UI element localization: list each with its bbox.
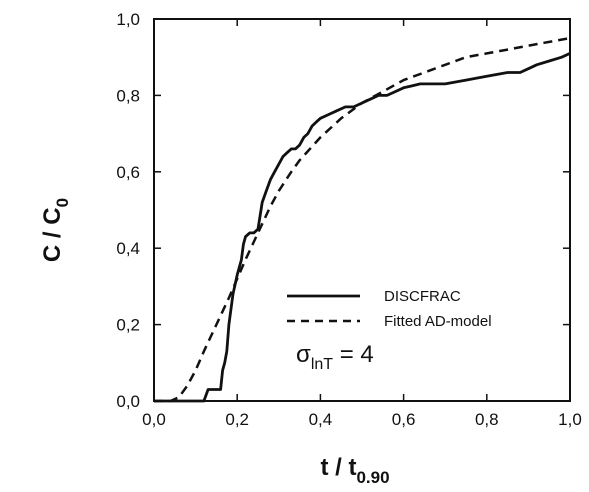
legend-discfrac-label: DISCFRAC	[384, 288, 461, 305]
legend-fitted-ad-model-label: Fitted AD-model	[384, 313, 492, 330]
series-layer	[154, 36, 571, 403]
x-axis: 0,0 0,2 0,4 0,6 0,8 1,0	[142, 19, 582, 429]
y-tick-label: 1,0	[116, 10, 140, 29]
x-tick-label: 1,0	[558, 410, 582, 429]
series-fitted-ad-model-line	[154, 36, 571, 403]
legend: DISCFRAC Fitted AD-model	[287, 288, 492, 330]
y-tick-label: 0,8	[116, 86, 140, 105]
x-axis-label: t / t0.90	[320, 454, 389, 487]
sigma-annotation: σlnT = 4	[296, 341, 374, 373]
plot-frame	[153, 18, 571, 402]
y-tick-label: 0,6	[116, 163, 140, 182]
y-tick-label: 0,0	[116, 392, 140, 411]
y-tick-label: 0,4	[116, 239, 140, 258]
x-tick-label: 0,4	[309, 410, 333, 429]
x-tick-label: 0,2	[225, 410, 249, 429]
plot-area: 0,0 0,2 0,4 0,6 0,8 1,0 0,0 0,2 0,4 0,6 0,8 1,0 DI…	[116, 10, 581, 429]
y-tick-label: 0,2	[116, 316, 140, 335]
x-tick-label: 0,8	[475, 410, 499, 429]
x-tick-label: 0,6	[392, 410, 416, 429]
x-tick-label: 0,0	[142, 410, 166, 429]
annotation-layer: σlnT = 4	[296, 341, 374, 373]
y-axis-label: C / C0	[39, 198, 72, 262]
